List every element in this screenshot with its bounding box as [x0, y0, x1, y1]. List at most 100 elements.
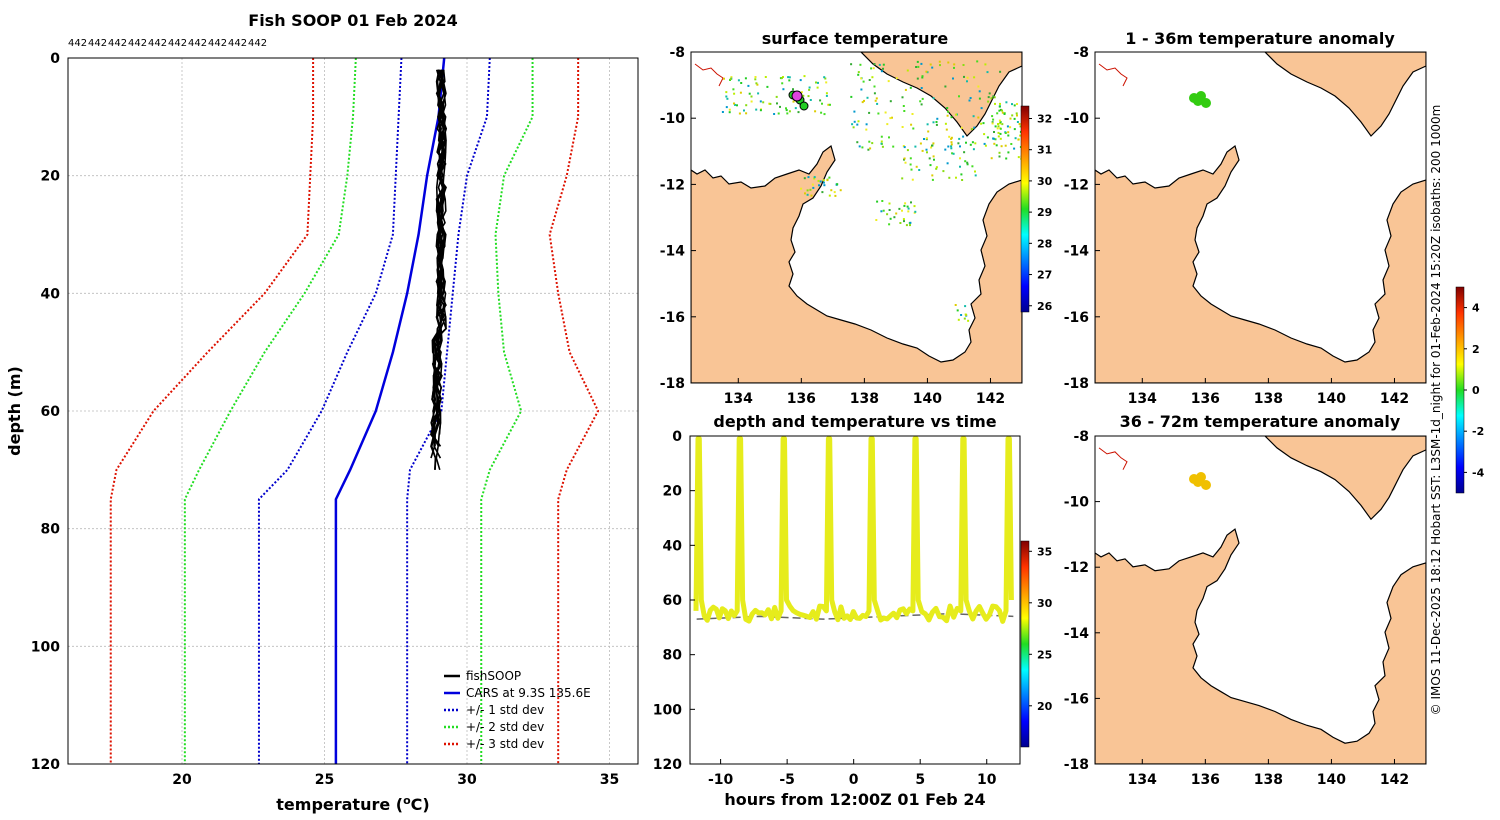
sst-pixel	[993, 96, 996, 99]
sst-pixel	[909, 221, 912, 224]
sst-pixel	[819, 99, 822, 102]
sst-pixel	[991, 121, 994, 124]
sst-pixel	[878, 63, 881, 66]
sst-pixel	[992, 137, 995, 140]
map-y-tick-label: -16	[1064, 310, 1089, 326]
sst-pixel	[810, 194, 813, 197]
sst-pixel	[978, 90, 981, 93]
ts-y-tick-label: 0	[672, 429, 682, 445]
sst-pixel	[782, 88, 785, 91]
sst-pixel	[886, 123, 889, 126]
sst-pixel	[939, 64, 941, 67]
map-x-tick-label: 134	[724, 391, 753, 407]
sst-pixel	[747, 84, 750, 87]
sst-pixel	[903, 204, 906, 207]
sst-colorbar-ticks: 32 31 30 29 28 27 26	[1029, 112, 1053, 313]
sst-pixel	[998, 151, 1001, 154]
sst-pixel	[808, 88, 811, 91]
sst-pixel	[1005, 101, 1008, 104]
sst-pixel	[868, 140, 871, 143]
profile-y-tick-label: 100	[31, 639, 60, 655]
count-label: 442	[88, 38, 107, 49]
sst-pixel	[969, 97, 972, 99]
sst-pixel	[929, 164, 932, 167]
sst-pixel	[725, 91, 728, 94]
sst-pixel	[1007, 151, 1010, 154]
sst-pixel	[743, 109, 745, 112]
sst-pixel	[889, 100, 892, 103]
sst-pixel	[881, 200, 884, 202]
map-x-tick-label: 136	[1191, 772, 1220, 788]
sst-pixel	[959, 157, 961, 160]
sst-pixel	[808, 86, 811, 89]
sst-pixel	[963, 75, 965, 78]
sst-pixel	[912, 127, 915, 130]
sst-pixel	[733, 102, 735, 105]
sst-pixel	[756, 83, 759, 86]
sst-pixel	[919, 142, 922, 145]
sst-pixel	[759, 109, 762, 112]
sst-pixel	[955, 176, 957, 179]
sst-pixel	[1001, 111, 1004, 114]
sst-pixel	[944, 85, 947, 88]
sst-pixel	[816, 86, 819, 89]
profile-panel: Fish SOOP 01 Feb 2024 442 442 442 442 442 442…	[5, 11, 639, 814]
sst-pixel	[856, 141, 859, 144]
sst-pixel	[871, 142, 874, 145]
sst-pixel	[807, 95, 810, 98]
anomaly1-markers	[1189, 91, 1211, 108]
sst-pixel	[992, 95, 995, 98]
sst-pixel	[903, 146, 906, 149]
sst-pixel	[991, 122, 994, 125]
sst-pixel	[729, 79, 731, 81]
sst-pixel	[857, 71, 860, 74]
sst-pixel	[974, 142, 977, 145]
colorbar-tick-label: 25	[1037, 648, 1052, 661]
sst-pixel	[993, 131, 995, 133]
sst-pixel	[725, 95, 728, 98]
sst-pixel	[1005, 157, 1008, 160]
count-label: 442	[148, 38, 167, 49]
sst-pixel	[815, 81, 817, 84]
sst-pixel	[1016, 114, 1018, 117]
sst-pixel	[788, 79, 791, 82]
profile-count-labels: 442 442 442 442 442 442 442 442 442 442	[68, 38, 267, 49]
sst-pixel	[728, 111, 731, 114]
sst-pixel	[893, 216, 896, 219]
sst-pixel	[889, 217, 892, 220]
sst-pixel	[947, 61, 950, 64]
sst-pixel	[1007, 131, 1010, 134]
map-x-tick-label: 142	[1380, 772, 1409, 788]
sst-pixel	[775, 95, 778, 98]
anomaly1-land	[1095, 52, 1426, 383]
sst-pixel	[834, 194, 837, 197]
sst-pixel	[950, 145, 953, 148]
timeseries-trace	[693, 436, 1014, 624]
anomaly2-x-ticks: 134 136 138 140 142	[1128, 759, 1409, 788]
anomaly2-land	[1095, 436, 1426, 764]
ts-y-tick-label: 120	[653, 757, 682, 773]
sst-pixel	[850, 63, 853, 66]
legend-entry: +/- 1 std dev	[466, 703, 544, 717]
sst-pixel	[935, 167, 938, 170]
profile-y-tick-label: 120	[31, 757, 60, 773]
sst-pixel	[974, 174, 977, 177]
ts-x-tick-label: 5	[915, 772, 925, 788]
sst-pixel	[951, 152, 954, 155]
sst-pixel	[999, 108, 1002, 111]
profile-x-tick-label: 25	[315, 772, 334, 788]
anomaly1-title: 1 - 36m temperature anomaly	[1125, 29, 1395, 48]
map-y-tick-label: -8	[1073, 429, 1089, 445]
sst-pixel	[1013, 128, 1016, 131]
sst-pixel	[960, 314, 963, 316]
profile-y-tick-label: 40	[41, 286, 61, 302]
colorbar-tick-label: -4	[1472, 466, 1485, 479]
sst-pixel	[823, 113, 826, 116]
colorbar-tick-label: 0	[1472, 384, 1480, 397]
sst-pixel	[962, 64, 965, 66]
sst-pixel	[999, 121, 1002, 123]
sst-pixel	[745, 112, 748, 115]
sst-pixel	[736, 104, 738, 107]
timeseries-x-label: hours from 12:00Z 01 Feb 24	[724, 790, 985, 809]
sst-pixel	[886, 213, 889, 216]
